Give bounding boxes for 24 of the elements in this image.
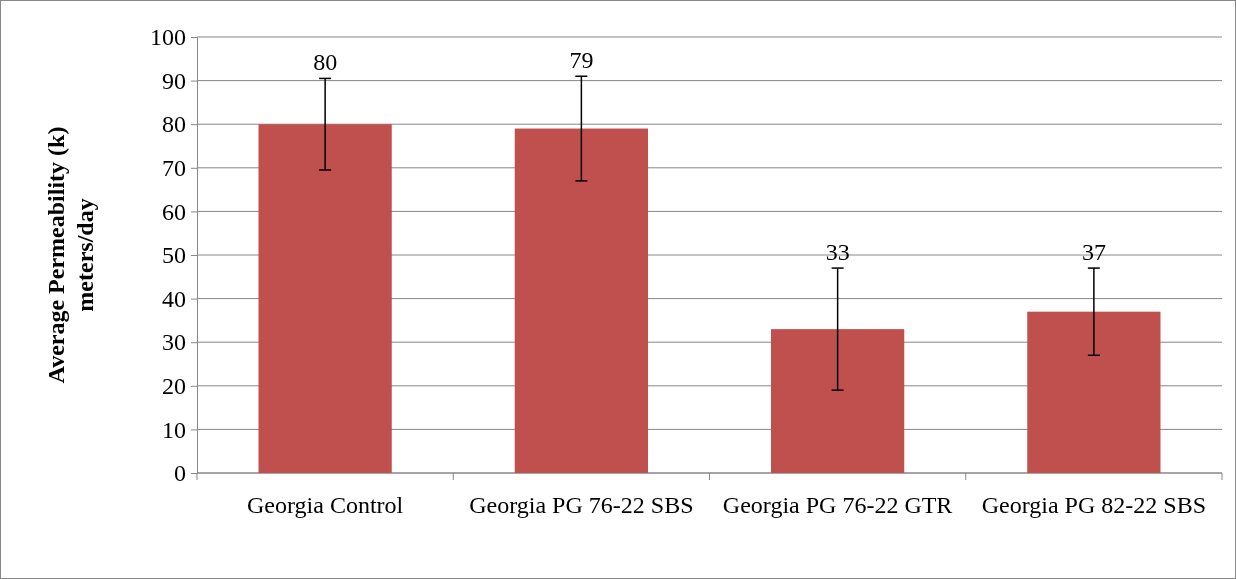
- data-label: 33: [825, 239, 850, 266]
- x-tick-label: Georgia PG 82-22 SBS: [981, 492, 1206, 518]
- data-label: 80: [313, 49, 338, 76]
- y-tick-label: 40: [162, 285, 186, 312]
- x-tick-label: Georgia PG 76-22 SBS: [469, 492, 694, 518]
- y-tick-label: 50: [162, 242, 186, 269]
- y-tick-label: 60: [162, 198, 186, 225]
- y-tick-label: 90: [162, 67, 186, 94]
- bar: [514, 128, 648, 473]
- y-tick-label: 10: [162, 416, 186, 443]
- y-tick-label: 30: [162, 329, 186, 356]
- x-tick-label: Georgia PG 76-22 GTR: [722, 492, 953, 518]
- data-label: 79: [569, 47, 594, 74]
- y-tick-label: 20: [162, 372, 186, 399]
- bar: [771, 329, 905, 473]
- y-tick-label: 0: [174, 460, 186, 487]
- y-tick-label: 70: [162, 154, 186, 181]
- data-label: 37: [1081, 239, 1106, 266]
- bar: [1027, 311, 1161, 473]
- bar: [258, 124, 392, 473]
- y-axis-title: Average Permeability (k) meters/day: [42, 126, 98, 384]
- y-tick-label: 80: [162, 111, 186, 138]
- x-tick-label: Georgia Control: [247, 492, 404, 518]
- y-tick-label: 100: [150, 24, 186, 51]
